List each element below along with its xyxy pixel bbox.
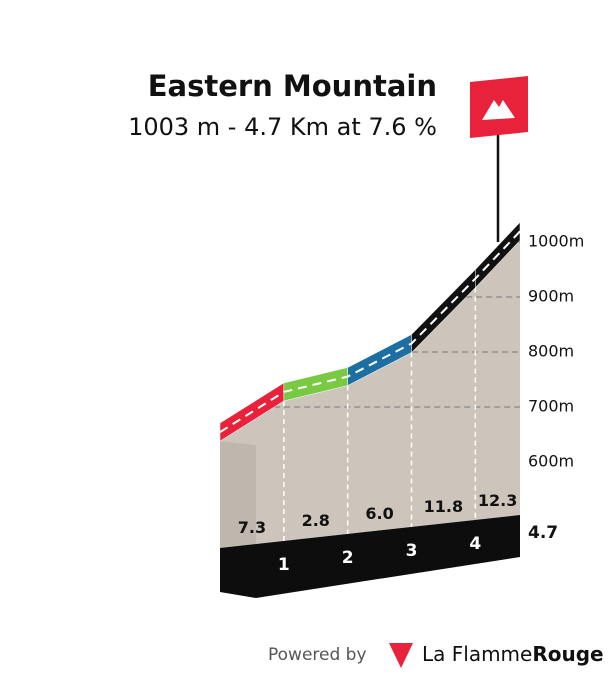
powered-by: Powered by [268, 645, 367, 665]
chart-title: Eastern Mountain [148, 69, 437, 103]
profile: 600m 700m 800m 900m 1000m 1 2 3 4 4.7 7.3 2.8 6.0 11.… [219, 221, 584, 598]
base [220, 515, 520, 598]
summit-flag [470, 76, 528, 242]
gradient-label: 12.3 [478, 491, 517, 510]
gradient-label: 2.8 [302, 511, 330, 530]
brand-name: La Flamme [422, 642, 532, 666]
gradient-label: 7.3 [238, 518, 266, 537]
y-tick-label: 600m [528, 452, 574, 471]
gradient-label: 6.0 [365, 504, 393, 523]
x-tick-label: 3 [406, 541, 418, 561]
y-tick-label: 700m [528, 397, 574, 416]
brand-bold: Rouge [532, 642, 603, 666]
footer: Powered by La FlammeRouge [268, 642, 604, 668]
profile-line [219, 230, 521, 433]
gradient-label: 11.8 [424, 497, 463, 516]
x-tick-label: 4.7 [528, 523, 558, 543]
x-tick-label: 1 [278, 555, 290, 575]
chart-subtitle: 1003 m - 4.7 Km at 7.6 % [128, 113, 437, 141]
flag-icon [482, 100, 515, 120]
profile-side [220, 441, 256, 554]
x-tick-label: 2 [342, 548, 354, 568]
x-tick-label: 4 [469, 534, 481, 554]
brand: La FlammeRouge [422, 642, 604, 666]
y-tick-label: 1000m [528, 232, 584, 251]
profile-face [220, 240, 520, 548]
y-tick-label: 800m [528, 342, 574, 361]
logo [389, 643, 413, 668]
y-tick-label: 900m [528, 287, 574, 306]
